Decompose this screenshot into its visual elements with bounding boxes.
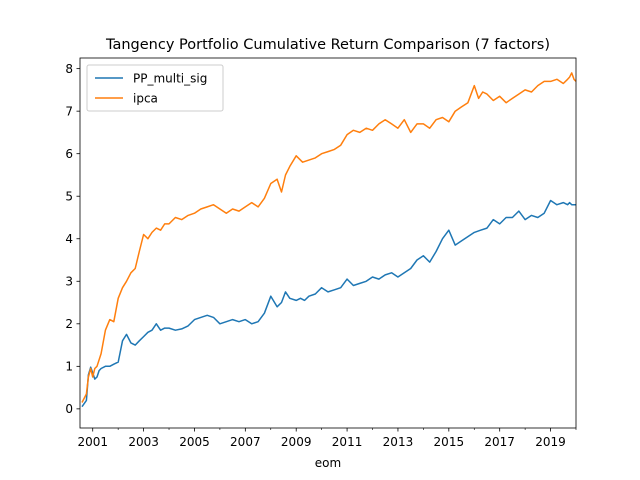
- legend-box: [86, 64, 224, 112]
- x-axis-label: eom: [315, 456, 341, 470]
- x-tick-label: 2013: [383, 435, 414, 449]
- x-tick-label: 2009: [281, 435, 312, 449]
- x-tick-label: 2003: [128, 435, 159, 449]
- chart-title: Tangency Portfolio Cumulative Return Com…: [105, 37, 550, 53]
- y-tick-label: 5: [65, 190, 73, 204]
- y-axis: 0 1 2 3 4 5 6 7 8: [65, 62, 80, 416]
- x-tick-label: 2005: [179, 435, 210, 449]
- legend-label: ipca: [133, 91, 158, 105]
- y-tick-label: 6: [65, 147, 73, 161]
- y-tick-label: 8: [65, 62, 73, 76]
- x-tick-label: 2015: [434, 435, 465, 449]
- y-tick-label: 3: [65, 275, 73, 289]
- legend-label: PP_multi_sig: [133, 71, 207, 85]
- x-tick-label: 2007: [230, 435, 261, 449]
- y-tick-label: 1: [65, 360, 73, 374]
- plot-area: [79, 57, 577, 429]
- x-tick-label: 2011: [332, 435, 363, 449]
- series-layer: [81, 72, 577, 408]
- y-tick-label: 0: [65, 402, 73, 416]
- x-tick-label: 2017: [484, 435, 515, 449]
- series-line-pp-multi-sig: [81, 199, 576, 408]
- x-tick-label: 2019: [535, 435, 566, 449]
- series-line-ipca: [81, 72, 577, 403]
- x-axis: 2001 2003 2005 2007 2009 2011 2013 2015 2017 2019: [77, 428, 577, 449]
- plot-frame: [79, 57, 577, 429]
- y-tick-label: 4: [65, 232, 73, 246]
- y-tick-label: 7: [65, 104, 73, 118]
- x-tick-label: 2001: [77, 435, 108, 449]
- y-tick-label: 2: [65, 317, 73, 331]
